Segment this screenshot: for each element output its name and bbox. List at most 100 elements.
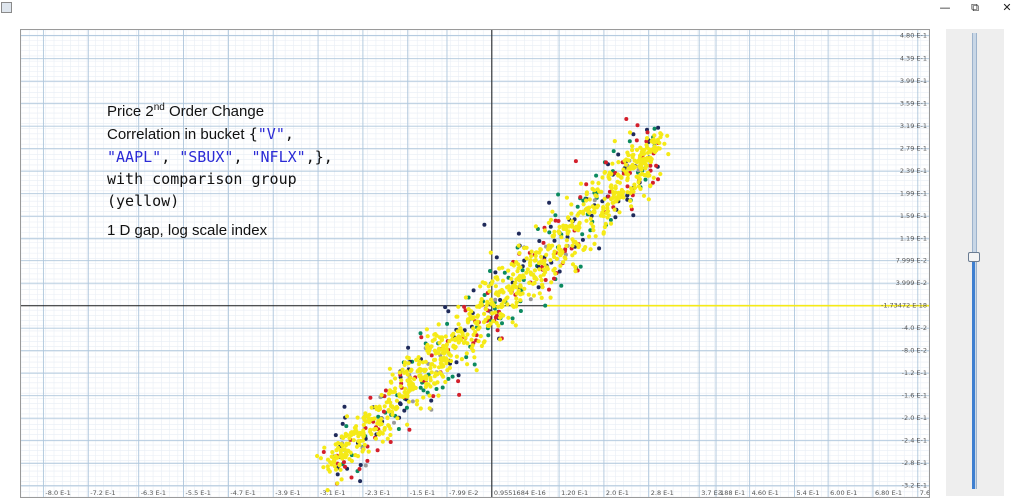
maximize-button[interactable]: ⧉ (971, 1, 979, 14)
scatter-point (627, 130, 633, 135)
scatter-point (416, 355, 421, 360)
ticker-aapl: "AAPL" (107, 148, 162, 166)
scatter-point (404, 405, 409, 410)
scatter-point (568, 223, 573, 228)
scatter-point (638, 172, 643, 177)
scatter-point (499, 304, 504, 310)
scatter-point (538, 254, 544, 259)
scatter-point (635, 123, 640, 128)
scatter-plot-panel: -8.0 E-1 -7.2 E-1 -6.3 E-1 -5.5 E-1 -4.7 E-1… (20, 29, 930, 498)
scatter-point (446, 309, 451, 314)
x-tick-label: -3.1 E-1 (320, 489, 345, 497)
scatter-point (456, 340, 461, 345)
scatter-point (514, 304, 519, 309)
annotation-line-2-text: Correlation in bucket (107, 126, 249, 143)
scatter-point (631, 132, 636, 137)
scatter-point (550, 209, 555, 214)
scatter-point (432, 332, 437, 337)
minimize-button[interactable]: — (939, 1, 951, 14)
scatter-point (542, 228, 548, 233)
scatter-point (414, 357, 419, 362)
scatter-point (522, 286, 527, 291)
close-button[interactable]: ✕ (1002, 1, 1012, 14)
scatter-point (569, 219, 575, 224)
scatter-point (505, 302, 510, 307)
scatter-point (520, 268, 525, 273)
scatter-point (621, 167, 626, 172)
scatter-point (655, 137, 661, 142)
scatter-point (500, 278, 506, 283)
scatter-point (440, 363, 445, 368)
scatter-point (406, 345, 411, 350)
scatter-point (557, 224, 562, 230)
scatter-point (441, 343, 446, 349)
scatter-point (440, 385, 445, 390)
scatter-point (518, 298, 523, 303)
scatter-point (398, 401, 402, 406)
scatter-point (537, 239, 542, 243)
scatter-point (552, 276, 556, 281)
scatter-point (361, 428, 366, 433)
y-tick-label: 1.59 E-1 (900, 212, 927, 220)
scatter-point (596, 181, 601, 186)
scatter-point (343, 451, 348, 456)
scatter-point (382, 404, 387, 409)
scatter-point (379, 392, 384, 398)
scatter-point (388, 379, 393, 384)
scatter-point (510, 320, 515, 325)
scatter-point (578, 264, 583, 269)
annotation-space (170, 148, 179, 166)
scatter-point (514, 300, 519, 305)
scatter-point (454, 360, 459, 365)
scatter-point (594, 173, 599, 178)
y-tick-label: 4.80 E-1 (900, 32, 927, 40)
scatter-point (390, 412, 395, 417)
scatter-point (610, 161, 615, 166)
scatter-point (652, 126, 657, 131)
scatter-point (652, 133, 657, 138)
scatter-point (656, 177, 660, 182)
scatter-point (497, 266, 502, 271)
window-titlebar: — ⧉ ✕ (0, 0, 1024, 16)
scatter-point (360, 449, 365, 454)
scatter-point (544, 265, 550, 270)
scatter-point (582, 247, 587, 252)
scatter-point (527, 260, 533, 265)
scatter-point (602, 170, 607, 175)
scatter-point (472, 355, 477, 360)
scatter-point (527, 280, 532, 285)
scatter-point (522, 245, 527, 251)
scatter-point (629, 204, 634, 209)
slider-thumb[interactable] (968, 252, 980, 263)
scatter-point (546, 247, 551, 252)
scatter-point (469, 346, 474, 351)
scatter-point (366, 449, 371, 454)
scatter-point (538, 247, 543, 252)
scatter-point (318, 456, 323, 461)
y-tick-label: -3.2 E-1 (902, 482, 927, 490)
scatter-point (475, 322, 480, 327)
scatter-point (425, 390, 430, 395)
scatter-point (536, 285, 541, 290)
scatter-point (368, 395, 373, 400)
scatter-point (539, 278, 544, 283)
scatter-point (494, 313, 499, 318)
scatter-point (615, 179, 620, 184)
y-tick-label: -8.0 E-2 (902, 347, 927, 355)
scatter-point (488, 250, 493, 255)
scatter-point (646, 197, 651, 202)
scatter-point (577, 220, 582, 225)
scatter-point (383, 388, 388, 393)
annotation-line-1-post: Order Change (164, 103, 265, 120)
scatter-point (436, 393, 441, 398)
scatter-point (493, 297, 498, 302)
x-tick-label: -7.2 E-1 (90, 489, 115, 497)
scatter-point (616, 160, 621, 165)
annotation-line-3: "AAPL", "SBUX", "NFLX",}, (107, 146, 333, 168)
scatter-point (557, 269, 562, 274)
annotation-comma: , (161, 148, 171, 166)
scatter-point (419, 335, 424, 340)
scatter-point (584, 198, 589, 203)
scatter-point (437, 370, 443, 375)
scatter-point (465, 341, 470, 346)
